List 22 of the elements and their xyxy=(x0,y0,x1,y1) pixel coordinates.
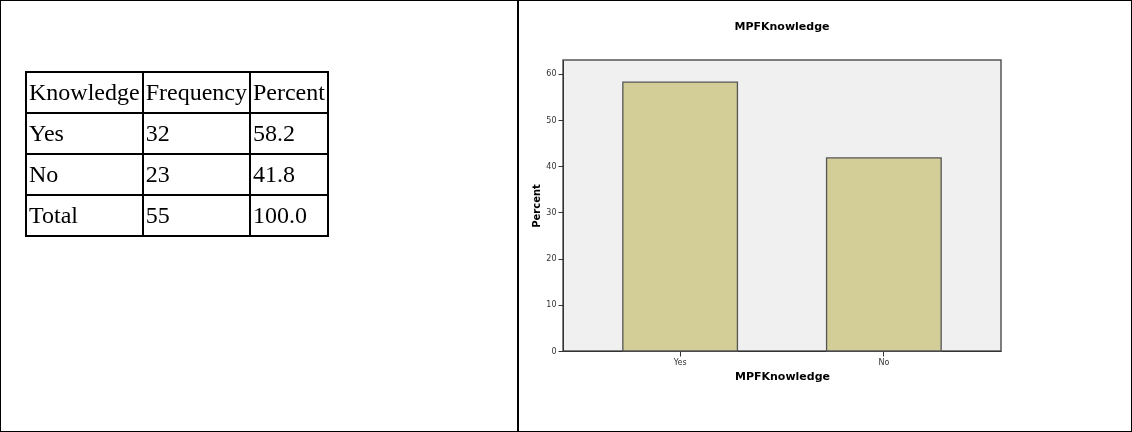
chart-title: MPFKnowledge xyxy=(734,20,830,33)
category-label: Percent xyxy=(249,72,328,113)
category-label: Total xyxy=(29,202,78,228)
text: 23 xyxy=(145,161,170,187)
y-tick-label: 50 xyxy=(546,115,557,125)
x-axis-title: MPFKnowledge xyxy=(734,369,831,383)
y-axis-title: Percent xyxy=(531,183,543,228)
y-tick-label: 20 xyxy=(546,254,557,264)
category-label: Frequency xyxy=(142,72,250,113)
y-tick-label: 40 xyxy=(546,161,557,171)
text: 100.0 xyxy=(252,202,307,228)
text: 55 xyxy=(145,202,170,228)
y-tick-label: 0 xyxy=(551,346,557,356)
y-tick-label: 10 xyxy=(546,300,557,310)
text: 32 xyxy=(145,120,170,146)
category-label: Yes xyxy=(29,120,64,146)
text: Knowledge xyxy=(26,72,143,113)
y-tick-label: 60 xyxy=(546,69,557,79)
text: 58.2 xyxy=(252,120,295,146)
category-label: No xyxy=(29,161,59,187)
text: 41.8 xyxy=(252,161,295,187)
y-tick-label: 30 xyxy=(546,207,557,217)
